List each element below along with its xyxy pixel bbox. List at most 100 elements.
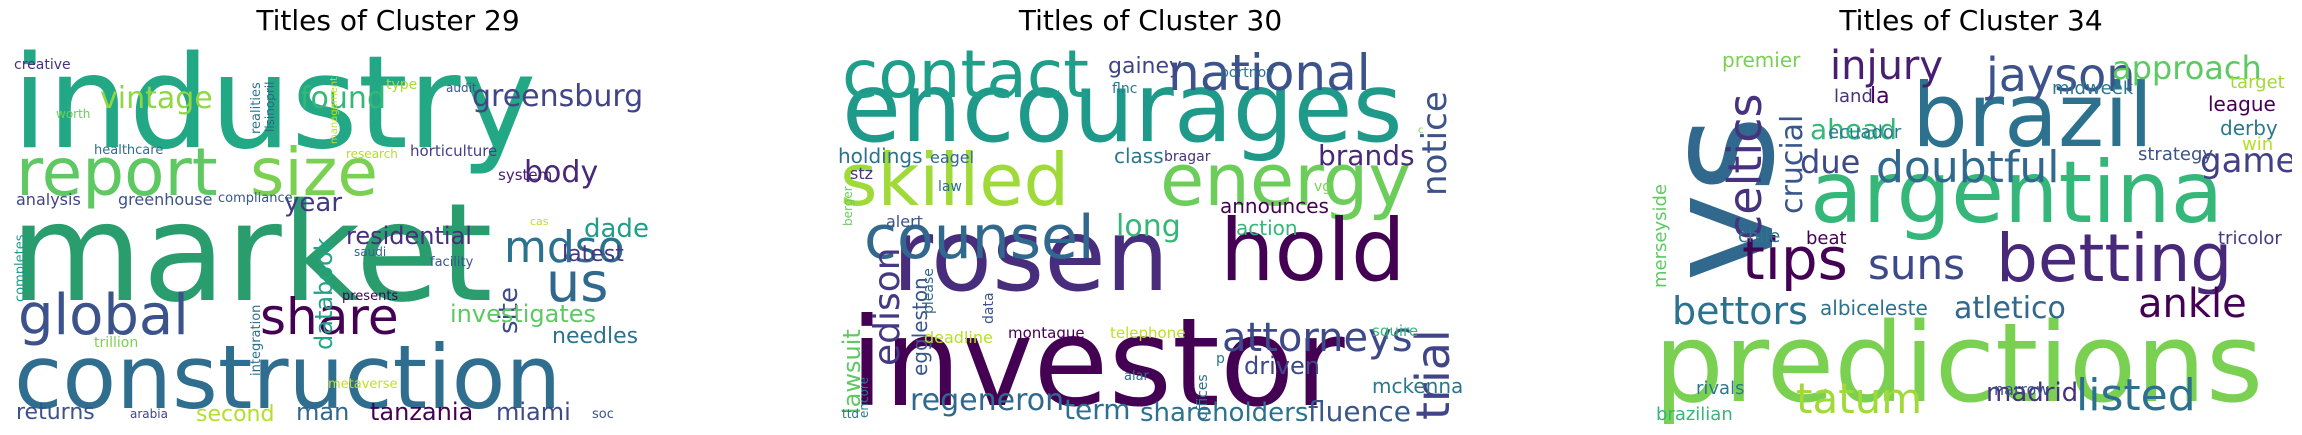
- panel-title: Titles of Cluster 30: [1018, 4, 1283, 37]
- word: beat: [1806, 228, 1847, 249]
- word: databook: [310, 237, 338, 350]
- word: bettors: [1672, 289, 1808, 333]
- word: realities: [249, 82, 264, 134]
- word: contact: [842, 46, 1089, 113]
- word: vg: [1314, 179, 1332, 195]
- word: arabia: [130, 407, 168, 421]
- wordcloud-panel-cluster-29: Titles of Cluster 29 industry market con…: [0, 0, 776, 435]
- word: montague: [1008, 324, 1085, 342]
- panel-title: Titles of Cluster 34: [1839, 4, 2103, 37]
- word: investor: [850, 292, 1345, 428]
- word: brands: [1318, 139, 1415, 172]
- word: announces: [1220, 194, 1329, 218]
- word: flnc: [1112, 81, 1138, 97]
- word: analysis: [16, 190, 81, 209]
- word: miami: [496, 398, 571, 426]
- word: doubtful: [1876, 142, 2060, 193]
- word: due: [1800, 143, 1861, 181]
- word: offices: [1195, 374, 1211, 420]
- word: premier: [1722, 48, 1801, 72]
- word: action: [1236, 216, 1298, 240]
- word: injury: [1830, 46, 1944, 89]
- word-cloud: industry market construction report size…: [10, 46, 650, 428]
- word: mckenna: [1372, 374, 1463, 398]
- word: compliance: [218, 191, 293, 206]
- word: argentina: [1810, 143, 2224, 243]
- word: stz: [850, 164, 874, 183]
- word: land: [1834, 86, 1873, 107]
- word: size: [250, 134, 378, 211]
- word-cloud: vs predictions brazil argentina betting …: [1652, 46, 2292, 428]
- word: albiceleste: [1820, 296, 1928, 320]
- word: man: [296, 398, 350, 426]
- word: deadline: [924, 328, 993, 347]
- word: residential: [346, 222, 472, 250]
- word: fluence: [1308, 395, 1411, 428]
- word: investigates: [450, 300, 597, 328]
- word: dade: [584, 214, 649, 244]
- word: global: [18, 283, 189, 348]
- word: class: [1114, 144, 1164, 168]
- word: tricolor: [2218, 228, 2282, 249]
- word: metaverse: [328, 377, 398, 392]
- word: derby: [2220, 116, 2278, 140]
- word: year: [284, 188, 343, 218]
- word: greensburg: [472, 79, 644, 114]
- word: returns: [16, 400, 95, 425]
- word: alar: [1124, 369, 1149, 384]
- word: bragar: [1164, 149, 1211, 165]
- word-cloud: encourages investor rosen contact skille…: [838, 46, 1463, 428]
- word: tips: [1742, 225, 1848, 293]
- word: ttd: [842, 407, 860, 421]
- word: narrow: [1994, 380, 2050, 399]
- word: brazil: [1912, 64, 2154, 167]
- word: market: [10, 175, 493, 333]
- word: brazilian: [1656, 404, 1733, 425]
- word: industry: [12, 46, 537, 178]
- word: creative: [14, 57, 71, 73]
- word: report: [16, 134, 218, 211]
- word: mdso: [504, 222, 625, 273]
- word: body: [524, 155, 599, 190]
- word: presents: [342, 289, 399, 304]
- word: soc: [592, 407, 614, 422]
- word: trillion: [94, 335, 139, 351]
- word: greenhouse: [118, 190, 213, 209]
- word: atletico: [1954, 291, 2066, 326]
- word: alert: [886, 212, 923, 231]
- word: berger: [841, 186, 855, 226]
- word: win: [2242, 134, 2274, 155]
- word: ecuador: [1828, 122, 1902, 143]
- word: edison: [867, 247, 908, 366]
- word: celtics: [1718, 93, 1772, 240]
- word: tatum: [1796, 374, 1923, 423]
- word: attorneys: [1222, 315, 1413, 361]
- word: counsel: [864, 203, 1095, 273]
- word: construction: [14, 326, 562, 428]
- wordcloud-panel-cluster-30: Titles of Cluster 30 encourages investor…: [828, 0, 1473, 435]
- word: needles: [552, 324, 639, 349]
- word: management: [329, 77, 340, 144]
- word: betting: [1996, 220, 2233, 297]
- word: jayson: [1986, 48, 2136, 102]
- word: second: [196, 402, 275, 427]
- word: vintage: [100, 81, 213, 116]
- word: term: [1064, 393, 1131, 426]
- word: research: [346, 147, 398, 161]
- word: ahead: [1810, 113, 1898, 146]
- word: ankle: [2138, 281, 2247, 327]
- word: data: [981, 292, 997, 324]
- word: cas: [530, 215, 549, 228]
- word: games: [2200, 141, 2292, 181]
- word: p: [1216, 351, 1225, 367]
- word: system: [498, 166, 553, 184]
- word: predictions: [1654, 299, 2264, 427]
- wordcloud-panel-cluster-34: Titles of Cluster 34 vs predictions braz…: [1640, 0, 2302, 435]
- word: integration: [249, 304, 264, 376]
- word: gainey: [1108, 54, 1183, 79]
- word: suns: [1868, 240, 1966, 289]
- word: hold: [1220, 201, 1406, 301]
- word: share: [260, 288, 399, 346]
- word: national: [1168, 46, 1371, 102]
- word: regeneron: [910, 383, 1065, 418]
